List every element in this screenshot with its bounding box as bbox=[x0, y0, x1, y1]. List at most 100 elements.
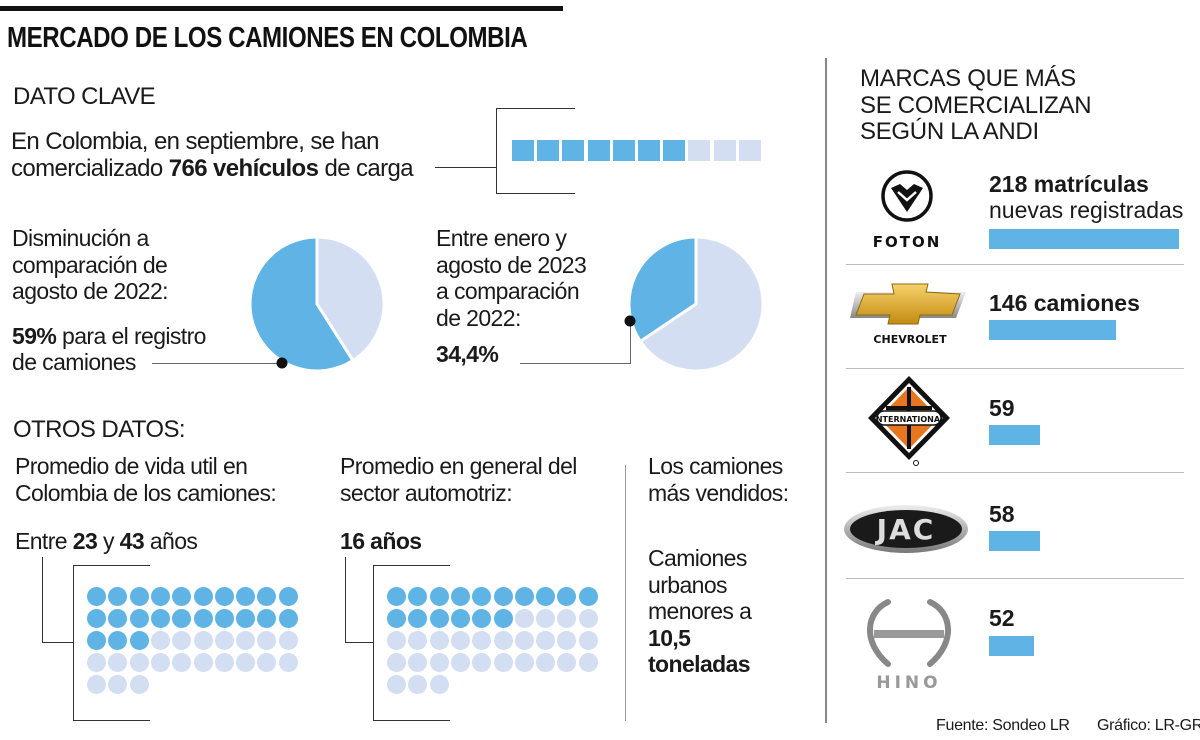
dot-filled bbox=[578, 587, 598, 606]
dot-filled bbox=[472, 609, 492, 628]
dot-empty bbox=[278, 653, 298, 672]
hino-logo: HINO bbox=[867, 599, 951, 692]
col1-desc: Promedio de vida util en Colombia de los… bbox=[15, 453, 277, 506]
row-separator bbox=[846, 578, 1184, 579]
bracket bbox=[496, 108, 575, 109]
square-empty bbox=[738, 140, 761, 161]
dato-clave-heading: DATO CLAVE bbox=[13, 83, 156, 110]
dot-empty bbox=[193, 631, 213, 650]
hino-label: 52 bbox=[989, 605, 1015, 631]
pie2-pointer-line bbox=[630, 321, 631, 364]
dot-empty bbox=[257, 631, 277, 650]
pie1-slice-main bbox=[248, 235, 355, 373]
dot-empty bbox=[472, 653, 492, 672]
value: 16 años bbox=[340, 528, 422, 554]
dot-filled bbox=[150, 609, 170, 628]
bracket bbox=[42, 557, 43, 643]
text-line: más vendidos: bbox=[648, 479, 789, 506]
bracket bbox=[373, 720, 450, 721]
dot-filled bbox=[108, 609, 128, 628]
bracket bbox=[345, 557, 346, 643]
dot-filled bbox=[108, 587, 128, 606]
top-rule bbox=[0, 6, 563, 11]
bar-jac bbox=[989, 531, 1040, 551]
square-empty bbox=[688, 140, 711, 161]
dot-filled bbox=[108, 631, 128, 650]
text: años bbox=[144, 528, 198, 554]
dot-filled bbox=[193, 609, 213, 628]
text: para el registro bbox=[56, 322, 206, 349]
row-separator bbox=[846, 264, 1184, 265]
text: y bbox=[97, 528, 120, 554]
column-divider bbox=[625, 465, 626, 721]
text: comercializado bbox=[11, 155, 169, 182]
pie2-slice-main bbox=[627, 235, 698, 344]
dot-filled bbox=[87, 609, 106, 628]
dot-filled bbox=[150, 587, 170, 606]
foton-logo-text: FOTON bbox=[873, 233, 942, 250]
dot-filled bbox=[257, 587, 277, 606]
dot-empty bbox=[129, 675, 149, 694]
dot-filled bbox=[408, 609, 428, 628]
dot-empty bbox=[578, 609, 598, 628]
bracket bbox=[496, 108, 497, 194]
dot-empty bbox=[129, 653, 149, 672]
bar-chevrolet bbox=[989, 320, 1117, 340]
text-line: Camiones bbox=[648, 545, 747, 571]
text-line: MARCAS QUE MÁS bbox=[860, 65, 1076, 92]
col1-value: Entre 23 y 43 años bbox=[15, 528, 198, 555]
pie2-pointer-line bbox=[520, 363, 631, 364]
dot-empty bbox=[557, 631, 577, 650]
dot-filled bbox=[429, 587, 449, 606]
dot-filled bbox=[172, 587, 192, 606]
dot-empty bbox=[214, 653, 234, 672]
dot-empty bbox=[408, 675, 428, 694]
dot-empty bbox=[429, 675, 449, 694]
dot-empty bbox=[536, 653, 556, 672]
square-filled bbox=[638, 140, 660, 161]
value-max: 43 bbox=[119, 528, 145, 554]
dot-empty bbox=[450, 631, 470, 650]
square-filled bbox=[562, 140, 585, 161]
text-line: Los camiones bbox=[648, 453, 783, 479]
dot-empty bbox=[514, 653, 534, 672]
dot-filled bbox=[257, 609, 277, 628]
page-title-text: MERCADO DE LOS CAMIONES EN COLOMBIA bbox=[7, 22, 528, 54]
bracket bbox=[345, 642, 374, 643]
dot-empty bbox=[450, 653, 470, 672]
chevrolet-logo-text: CHEVROLET bbox=[873, 333, 947, 346]
dot-filled bbox=[472, 587, 492, 606]
dot-empty bbox=[578, 653, 598, 672]
dot-empty bbox=[472, 631, 492, 650]
dot-empty bbox=[236, 653, 256, 672]
pie1-pointer-dot bbox=[276, 357, 288, 369]
row-separator bbox=[846, 368, 1184, 369]
dot-filled bbox=[172, 609, 192, 628]
dot-filled bbox=[278, 587, 298, 606]
text-line: comparación de bbox=[12, 251, 168, 278]
dato-clave-line2: comercializado 766 vehículos de carga bbox=[11, 155, 414, 183]
dot-filled bbox=[450, 609, 470, 628]
bracket bbox=[73, 565, 74, 721]
chevrolet-logo: CHEVROLET bbox=[850, 283, 966, 346]
bar-international bbox=[989, 425, 1041, 445]
dot-empty bbox=[557, 609, 577, 628]
text: Entre bbox=[15, 528, 73, 554]
dot-filled bbox=[387, 609, 406, 628]
dot-empty bbox=[236, 631, 256, 650]
text-line: de 2022: bbox=[436, 304, 521, 331]
row-separator bbox=[846, 472, 1184, 473]
dot-filled bbox=[408, 587, 428, 606]
square-empty bbox=[713, 140, 736, 161]
text-line: menores a bbox=[648, 598, 752, 624]
dot-empty bbox=[429, 653, 449, 672]
square-filled bbox=[663, 140, 686, 161]
dot-empty bbox=[172, 653, 192, 672]
dot-filled bbox=[450, 587, 470, 606]
dot-filled bbox=[193, 587, 213, 606]
otros-heading: OTROS DATOS: bbox=[13, 416, 186, 443]
square-filled bbox=[587, 140, 610, 161]
dot-empty bbox=[429, 631, 449, 650]
bracket bbox=[42, 642, 73, 643]
dot-filled bbox=[129, 587, 149, 606]
